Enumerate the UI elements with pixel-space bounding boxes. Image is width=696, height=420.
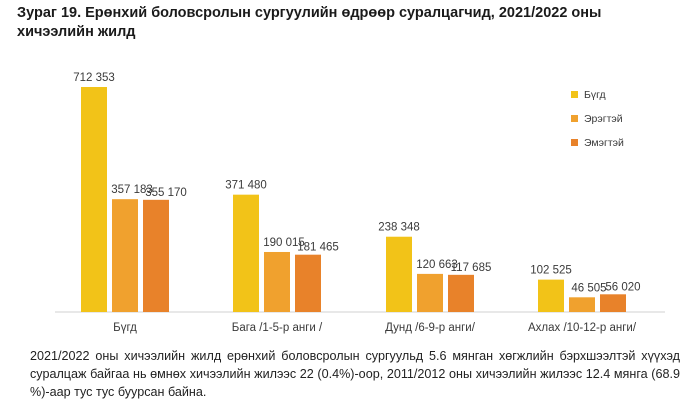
- value-label-female-3: 117 685: [451, 262, 492, 274]
- value-label-female-1: 355 170: [145, 187, 187, 199]
- bar-male-3: [417, 273, 443, 312]
- bars-layer: [81, 87, 626, 312]
- legend: Бүгд Эрэгтэй Эмэгтэй: [571, 89, 624, 149]
- bar-total-3: [386, 236, 412, 312]
- category-label-3: Дунд /6-9-р анги/: [385, 322, 476, 334]
- bar-female-1: [143, 199, 169, 312]
- legend-swatch-male: [571, 115, 578, 122]
- bar-total-4: [538, 279, 564, 312]
- value-label-female-4: 56 020: [605, 281, 640, 293]
- value-label-male-2: 190 015: [263, 237, 305, 249]
- bar-female-4: [600, 294, 626, 312]
- value-label-total-3: 238 348: [378, 222, 420, 234]
- chart-title: Зураг 19. Ерөнхий боловсролын сургуулийн…: [17, 5, 602, 40]
- value-label-male-3: 120 663: [416, 259, 458, 271]
- bar-female-2: [295, 254, 321, 312]
- category-label-4: Ахлах /10-12-р анги/: [528, 322, 637, 334]
- category-label-2: Бага /1-5-р анги /: [232, 322, 323, 334]
- bar-total-1: [81, 87, 107, 312]
- legend-label-total: Бүгд: [584, 89, 606, 101]
- category-labels-layer: Бүгд Бага /1-5-р анги / Дунд /6-9-р анги/А…: [113, 322, 637, 334]
- bar-male-1: [112, 199, 138, 312]
- legend-swatch-total: [571, 91, 578, 98]
- value-label-total-4: 102 525: [530, 265, 572, 277]
- value-label-total-2: 371 480: [225, 180, 267, 192]
- legend-label-male: Эрэгтэй: [584, 113, 623, 125]
- value-label-total-1: 712 353: [73, 72, 115, 84]
- value-label-female-2: 181 465: [297, 242, 339, 254]
- legend-label-female: Эмэгтэй: [584, 137, 624, 149]
- bar-male-4: [569, 297, 595, 312]
- category-label-1: Бүгд: [113, 322, 137, 334]
- value-label-male-1: 357 183: [111, 184, 153, 196]
- bar-male-2: [264, 251, 290, 312]
- bar-female-3: [448, 274, 474, 312]
- bar-total-2: [233, 194, 259, 312]
- legend-swatch-female: [571, 139, 578, 146]
- value-label-male-4: 46 505: [571, 282, 606, 294]
- footnote-text: 2021/2022 оны хичээлийн жилд ерөнхий бол…: [30, 349, 680, 399]
